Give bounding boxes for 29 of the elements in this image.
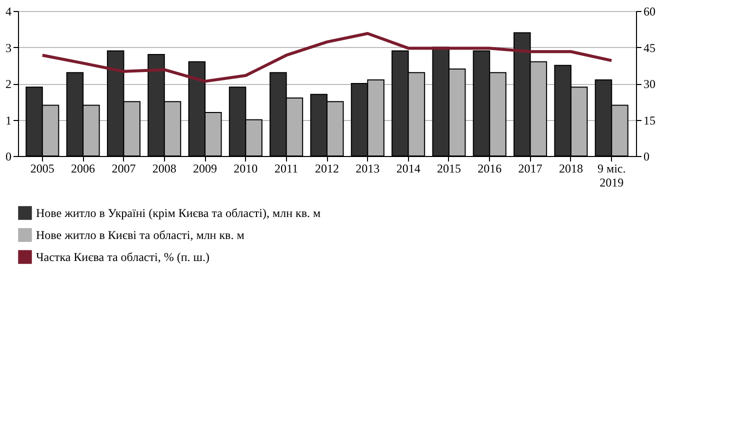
y-tick-label: 2 — [6, 77, 12, 91]
y2-tick-label: 0 — [644, 150, 650, 164]
x-tick-label: 2013 — [356, 162, 380, 176]
y-tick-label: 4 — [6, 4, 12, 18]
x-tick-label: 2015 — [436, 162, 461, 176]
x-tick-label: 9 міс. 2019 — [597, 162, 626, 190]
x-tick-label: 2006 — [71, 162, 96, 176]
y2-tick-label: 30 — [644, 77, 656, 91]
x-tick-label: 2008 — [152, 162, 176, 176]
y-tick-label: 3 — [6, 40, 12, 55]
x-tick-label: 2018 — [558, 162, 583, 176]
legend-label: Нове житло в Києві та області, млн кв. м — [36, 228, 245, 242]
x-tick-label: 2016 — [478, 162, 502, 176]
y-tick-label: 0 — [6, 150, 12, 164]
y2-tick-label: 60 — [644, 4, 656, 18]
x-tick-label: 2009 — [193, 162, 218, 176]
y2-tick-label: 45 — [644, 40, 656, 55]
x-tick-label: 2017 — [518, 162, 542, 176]
legend-label: Нове житло в Україні (крім Києва та області), млн кв. м — [36, 206, 321, 220]
x-tick-label: 2005 — [30, 162, 54, 176]
y-tick-label: 1 — [6, 113, 12, 128]
x-tick-label: 2012 — [315, 162, 339, 176]
x-tick-label: 2010 — [234, 162, 258, 176]
x-tick-label: 2011 — [274, 162, 298, 176]
x-tick-label: 2014 — [396, 162, 420, 176]
y2-tick-label: 15 — [644, 113, 656, 128]
legend-label: Частка Києва та області, % (п. ш.) — [36, 250, 210, 264]
line-series — [40, 32, 614, 83]
x-tick-label: 2007 — [112, 162, 136, 176]
